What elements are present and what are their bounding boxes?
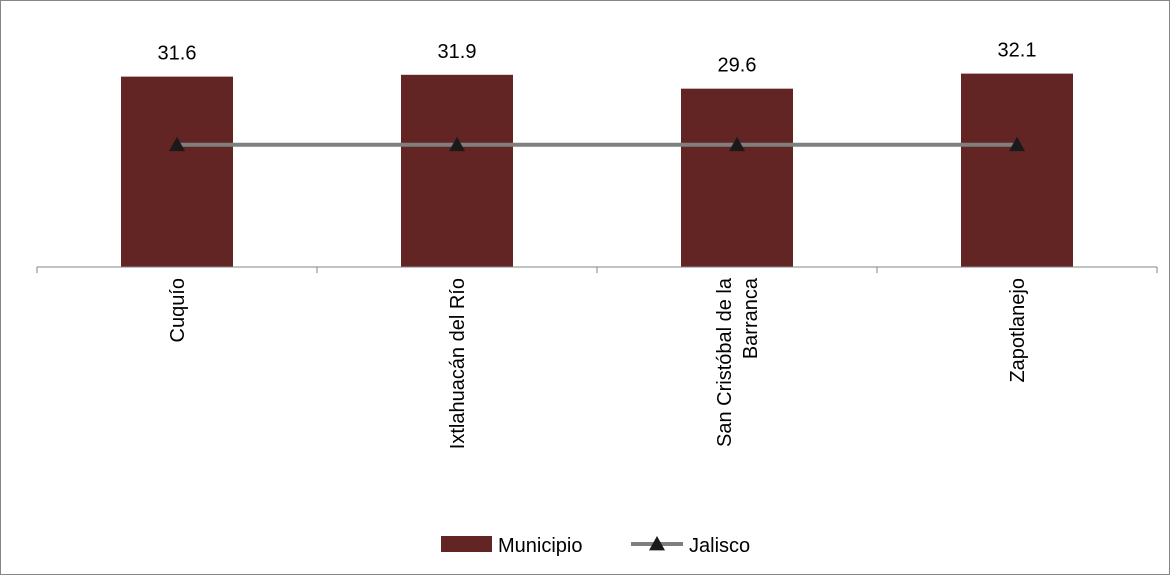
bar-municipio — [121, 77, 233, 267]
category-label: Zapotlanejo — [1007, 278, 1029, 383]
category-label: Ixtlahuacán del Río — [447, 278, 469, 449]
data-label: 31.9 — [438, 41, 477, 63]
data-label: 31.6 — [158, 43, 197, 65]
category-label: Cuquío — [167, 278, 189, 343]
data-label: 32.1 — [998, 40, 1037, 62]
legend-label-jalisco: Jalisco — [689, 535, 750, 557]
legend-swatch-municipio — [441, 536, 492, 552]
bar-municipio — [961, 74, 1073, 267]
bar-municipio — [401, 75, 513, 267]
bar-municipio — [681, 89, 793, 267]
legend-label-municipio: Municipio — [498, 535, 582, 557]
data-label: 29.6 — [718, 55, 757, 77]
